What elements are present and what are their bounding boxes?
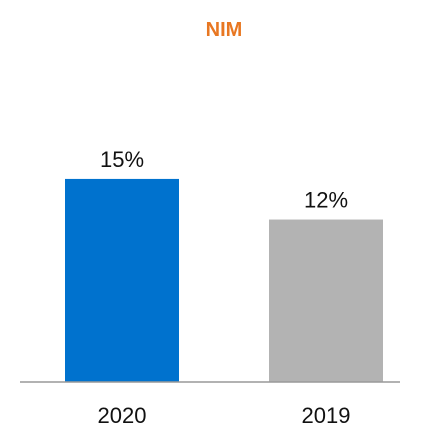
x-tick-label-2020: 2020 (98, 403, 147, 428)
bars-layer (65, 178, 383, 382)
data-label-2020: 15% (100, 147, 144, 172)
labels-layer: 15% 2020 12% 2019 (98, 147, 351, 428)
x-tick-label-2019: 2019 (302, 403, 351, 428)
bar-2019 (269, 219, 383, 382)
bar-2020 (65, 178, 179, 382)
chart-title: NIM (206, 19, 243, 41)
data-label-2019: 12% (304, 188, 348, 213)
